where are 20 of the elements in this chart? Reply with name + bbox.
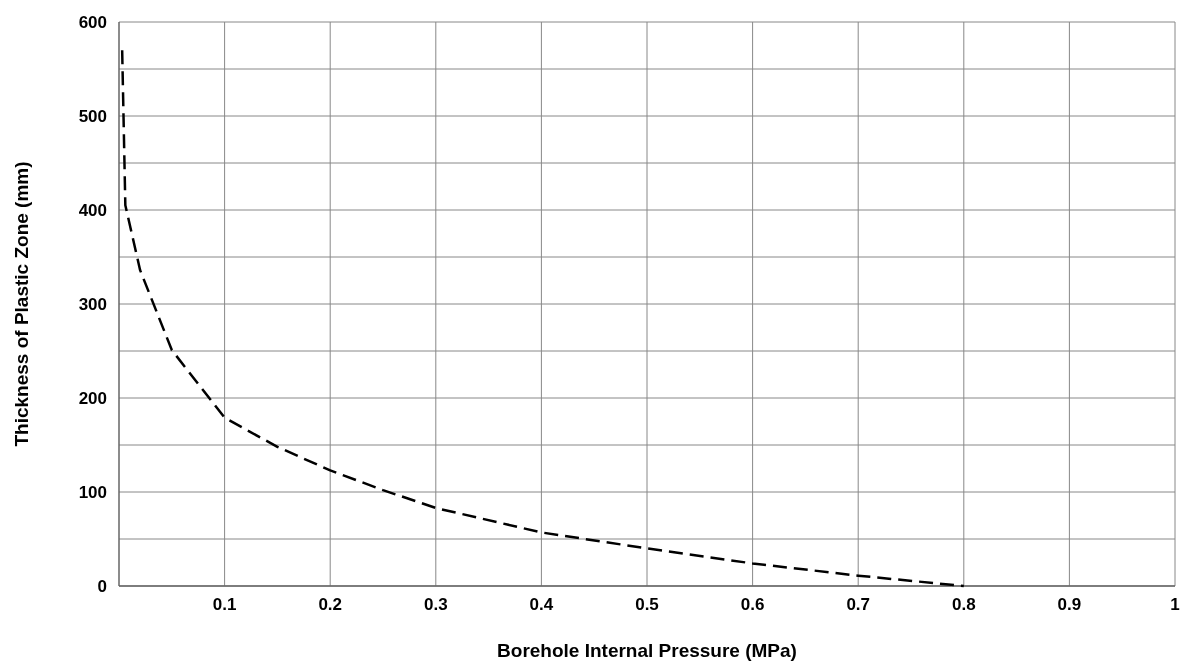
x-tick-label: 0.9 bbox=[1057, 595, 1082, 614]
x-tick-label: 0.2 bbox=[318, 595, 343, 614]
x-axis-title: Borehole Internal Pressure (MPa) bbox=[497, 640, 797, 661]
y-tick-label: 300 bbox=[78, 294, 107, 314]
x-tick-label: 0.5 bbox=[635, 595, 659, 614]
line-series bbox=[120, 48, 966, 588]
y-tick-label: 600 bbox=[78, 12, 107, 32]
x-tick-label: 0.3 bbox=[423, 595, 448, 614]
y-tick-label: 200 bbox=[78, 388, 107, 408]
x-tick-label: 0.7 bbox=[846, 595, 871, 614]
y-axis-title: Thickness of Plastic Zone (mm) bbox=[11, 161, 32, 447]
x-tick-label: 0.6 bbox=[740, 595, 765, 614]
y-tick-label: 0 bbox=[97, 576, 107, 596]
x-tick-label: 1 bbox=[1170, 595, 1180, 614]
y-tick-label: 100 bbox=[78, 482, 107, 502]
y-tick-label: 500 bbox=[78, 106, 107, 126]
x-tick-label: 0.1 bbox=[212, 595, 237, 614]
x-tick-label: 0.4 bbox=[529, 595, 554, 614]
y-tick-label: 400 bbox=[78, 200, 107, 220]
x-tick-label: 0.8 bbox=[951, 595, 976, 614]
